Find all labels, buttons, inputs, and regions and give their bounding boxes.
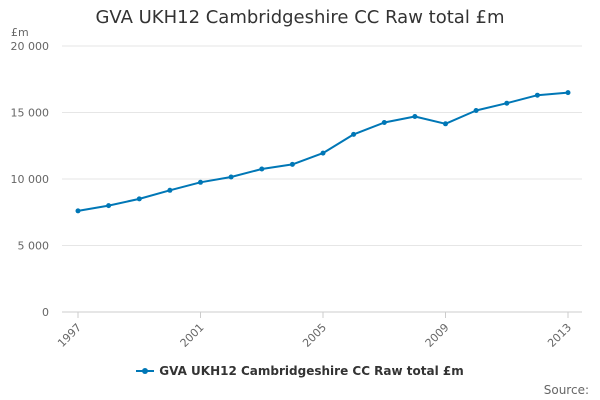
data-point[interactable] — [534, 92, 540, 98]
y-tick-label: 20 000 — [11, 40, 50, 53]
legend: GVA UKH12 Cambridgeshire CC Raw total £m — [0, 364, 600, 378]
data-point[interactable] — [259, 166, 265, 172]
x-tick-label: 2009 — [423, 321, 452, 350]
legend-item[interactable]: GVA UKH12 Cambridgeshire CC Raw total £m — [136, 364, 464, 378]
data-point[interactable] — [198, 179, 203, 185]
data-point[interactable] — [351, 131, 357, 137]
y-tick-label: 10 000 — [11, 173, 50, 186]
data-point[interactable] — [289, 161, 295, 167]
data-point[interactable] — [106, 203, 112, 209]
data-point[interactable] — [412, 114, 418, 119]
y-tick-label: 5 000 — [18, 240, 50, 253]
x-tick-label: 2005 — [300, 321, 329, 350]
y-tick-label: 15 000 — [11, 107, 50, 120]
x-tick-label: 1997 — [55, 321, 84, 350]
chart-title: GVA UKH12 Cambridgeshire CC Raw total £m — [95, 7, 505, 28]
data-point[interactable] — [381, 120, 387, 125]
series-line-group — [75, 90, 571, 214]
data-point[interactable] — [167, 187, 173, 193]
data-point[interactable] — [473, 108, 479, 113]
x-tick-labels: 1997 2001 2005 2009 2013 — [55, 321, 574, 350]
gridlines — [62, 45, 582, 246]
data-point[interactable] — [504, 100, 510, 106]
axes — [62, 311, 582, 318]
data-point[interactable] — [565, 90, 571, 96]
y-axis-unit-label: £m — [11, 26, 29, 39]
data-point[interactable] — [228, 174, 234, 180]
x-tick-label: 2013 — [545, 321, 574, 350]
y-tick-label: 0 — [42, 306, 49, 319]
data-point[interactable] — [75, 208, 81, 214]
data-point[interactable] — [320, 150, 326, 156]
y-tick-labels: 0 5 000 10 000 15 000 20 000 — [11, 40, 50, 319]
legend-label: GVA UKH12 Cambridgeshire CC Raw total £m — [159, 364, 464, 378]
x-tick-label: 2001 — [178, 321, 207, 350]
data-point[interactable] — [136, 196, 142, 202]
legend-line-marker-icon — [136, 366, 155, 376]
data-point[interactable] — [443, 121, 448, 127]
source-label: Source: — [543, 383, 589, 397]
